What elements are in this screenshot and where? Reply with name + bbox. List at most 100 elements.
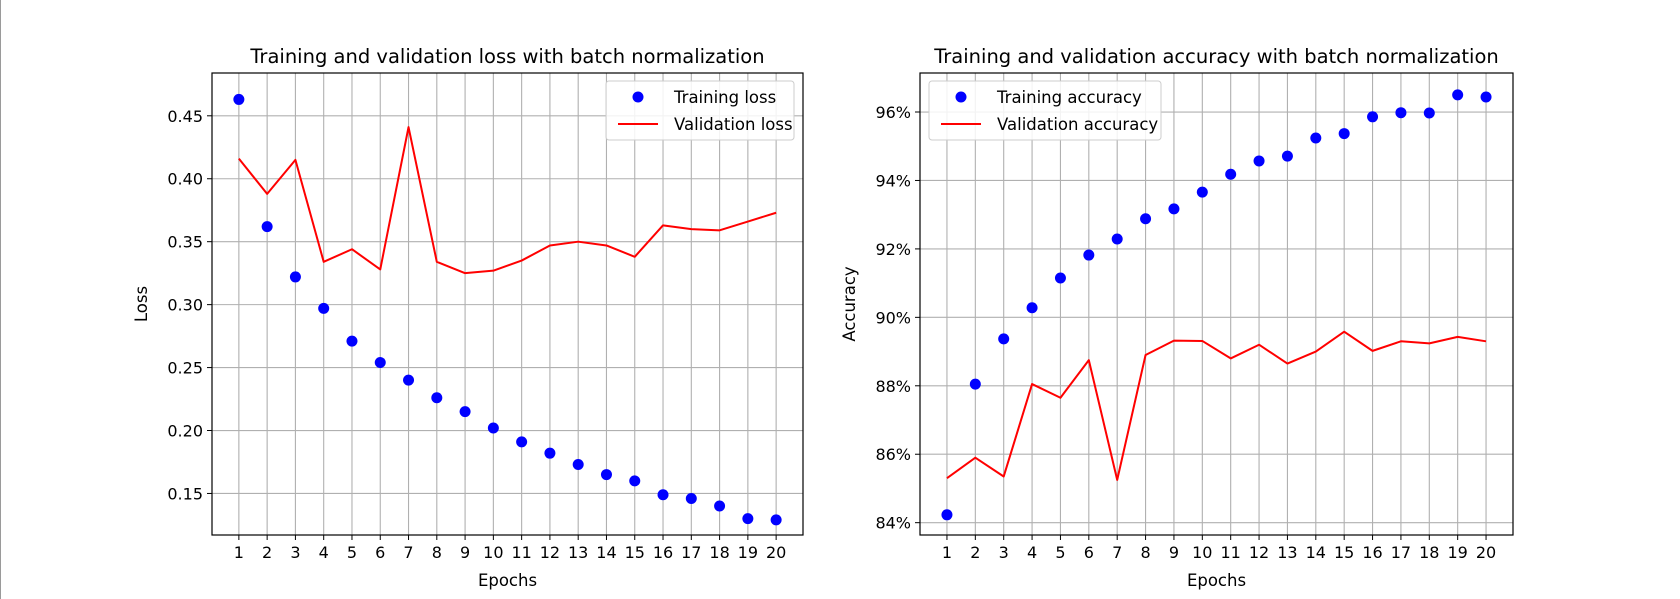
x-tick-label: 7	[1112, 543, 1122, 562]
y-tick-label: 0.35	[167, 233, 203, 252]
x-tick-label: 18	[709, 543, 729, 562]
data-point	[742, 513, 754, 525]
x-tick-label: 12	[540, 543, 560, 562]
x-tick-label: 12	[1249, 543, 1269, 562]
data-point	[1423, 107, 1435, 119]
data-point	[1083, 249, 1095, 261]
data-point	[459, 406, 471, 418]
y-axis-label: Accuracy	[840, 266, 859, 342]
x-tick-label: 19	[738, 543, 758, 562]
data-point	[261, 221, 273, 233]
x-tick-label: 9	[1169, 543, 1179, 562]
data-point	[1026, 302, 1038, 314]
data-point	[770, 514, 782, 526]
y-tick-label: 84%	[875, 514, 911, 533]
x-tick-label: 3	[999, 543, 1009, 562]
x-tick-label: 13	[1277, 543, 1297, 562]
x-axis: 1 2 3 4 5 6 7 8 9 10 11 12 13 14 15 16 17 18 19 20	[942, 535, 1496, 562]
legend-label: Validation accuracy	[997, 115, 1158, 134]
data-point	[1367, 111, 1379, 123]
y-tick-label: 86%	[875, 445, 911, 464]
y-axis: 0.15 0.20 0.25 0.30 0.35 0.40 0.45	[167, 107, 212, 503]
x-tick-label: 8	[432, 543, 442, 562]
legend-label: Training accuracy	[996, 88, 1142, 107]
x-tick-label: 17	[681, 543, 701, 562]
grid	[920, 73, 1513, 535]
x-tick-label: 3	[290, 543, 300, 562]
data-point	[1054, 272, 1066, 284]
legend-label: Training loss	[673, 88, 776, 107]
data-point	[1196, 186, 1208, 198]
data-point	[1168, 203, 1180, 215]
data-point	[318, 302, 330, 314]
plot-frame	[211, 72, 804, 536]
x-tick-label: 6	[375, 543, 385, 562]
x-tick-label: 2	[970, 543, 980, 562]
x-axis: 1 2 3 4 5 6 7 8 9 10 11 12 13 14 15 16 17 18 19 20	[234, 535, 786, 562]
data-point	[1140, 213, 1152, 225]
data-point	[1111, 233, 1123, 245]
x-tick-label: 7	[403, 543, 413, 562]
series-points-training-loss	[233, 93, 782, 526]
y-tick-label: 0.40	[167, 170, 203, 189]
data-point	[969, 378, 981, 390]
x-tick-label: 4	[1027, 543, 1037, 562]
x-tick-label: 11	[511, 543, 531, 562]
legend-box	[928, 80, 1162, 141]
data-point	[1225, 168, 1237, 180]
data-point	[1253, 155, 1265, 167]
x-tick-label: 18	[1419, 543, 1439, 562]
x-tick-label: 17	[1391, 543, 1411, 562]
data-point	[233, 93, 245, 105]
x-tick-label: 1	[234, 543, 244, 562]
legend: Training loss Validation loss	[605, 80, 795, 141]
y-tick-label: 0.45	[167, 107, 203, 126]
data-point	[600, 469, 612, 481]
y-tick-label: 92%	[875, 240, 911, 259]
series-line-validation-loss	[238, 126, 777, 275]
y-tick-label: 96%	[875, 103, 911, 122]
data-point	[629, 475, 641, 487]
data-point	[1452, 89, 1464, 101]
x-axis-label: Epochs	[478, 571, 537, 590]
data-point	[572, 459, 584, 471]
x-tick-label: 11	[1221, 543, 1241, 562]
data-point	[1310, 132, 1322, 144]
y-tick-label: 94%	[875, 171, 911, 190]
data-point	[289, 271, 301, 283]
x-tick-label: 16	[653, 543, 673, 562]
data-point	[714, 500, 726, 512]
x-tick-label: 6	[1084, 543, 1094, 562]
data-point	[685, 492, 697, 504]
x-tick-label: 9	[460, 543, 470, 562]
x-axis-label: Epochs	[1187, 571, 1246, 590]
y-axis-label: Loss	[132, 286, 151, 322]
x-tick-label: 14	[1306, 543, 1326, 562]
grid	[212, 73, 803, 535]
x-tick-label: 15	[1334, 543, 1354, 562]
x-tick-label: 20	[1476, 543, 1496, 562]
chart-title: Training and validation loss with batch …	[249, 45, 764, 68]
x-tick-label: 5	[347, 543, 357, 562]
series-points-training-accuracy	[941, 89, 1492, 521]
x-tick-label: 16	[1362, 543, 1382, 562]
legend: Training accuracy Validation accuracy	[928, 80, 1162, 141]
x-tick-label: 10	[483, 543, 503, 562]
data-point	[998, 333, 1010, 345]
y-tick-label: 0.15	[167, 484, 203, 503]
x-tick-label: 13	[568, 543, 588, 562]
legend-marker	[632, 91, 644, 103]
data-point	[403, 374, 415, 386]
y-tick-label: 88%	[875, 377, 911, 396]
x-tick-label: 5	[1055, 543, 1065, 562]
x-tick-label: 10	[1192, 543, 1212, 562]
data-point	[1338, 128, 1350, 140]
y-tick-label: 0.20	[167, 422, 203, 441]
chart-2: 1 2 3 4 5 6 7 8 9 10 11 12 13 14 15 16 17 18 19 2084%86%88%…	[840, 45, 1514, 590]
y-tick-label: 90%	[875, 308, 911, 327]
data-point	[1480, 91, 1492, 103]
data-point	[657, 489, 669, 501]
series-line-validation-accuracy	[946, 330, 1487, 481]
x-tick-label: 19	[1447, 543, 1467, 562]
